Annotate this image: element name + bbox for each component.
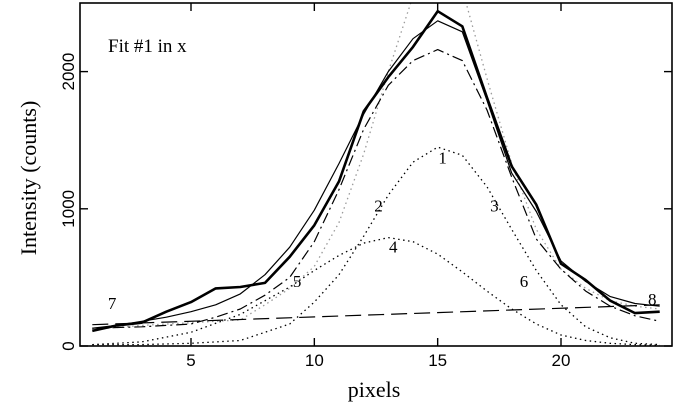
component-label-5: 5: [293, 272, 302, 291]
component-label-8: 8: [648, 290, 657, 309]
chart-title: Fit #1 in x: [108, 36, 187, 57]
series-line-model-dashdot: [92, 48, 660, 329]
x-tick-label: 20: [552, 351, 571, 370]
annotation-layer: 1 2 3 4 5 6 7 8: [108, 149, 657, 313]
x-axis-label: pixels: [348, 377, 401, 402]
y-tick-label: 2000: [59, 53, 78, 91]
x-tick-label: 5: [186, 351, 195, 370]
series-line-model-total: [92, 20, 660, 329]
y-axis-label: Intensity (counts): [16, 101, 41, 256]
component-label-1: 1: [438, 149, 447, 168]
component-label-2: 2: [374, 197, 383, 216]
y-tick-label: 1000: [59, 190, 78, 228]
component-label-7: 7: [108, 294, 117, 313]
series-line-component-2-4: [92, 236, 660, 346]
series-layer: [92, 3, 660, 346]
series-line-component-baseline: [92, 304, 660, 326]
plot-frame: [79, 2, 673, 347]
series-line-data: [92, 9, 660, 333]
y-tick-label: 0: [59, 341, 78, 350]
x-tick-label: 15: [428, 351, 447, 370]
component-label-6: 6: [520, 272, 529, 291]
component-label-4: 4: [389, 238, 398, 257]
x-tick-label: 10: [305, 351, 324, 370]
component-label-3: 3: [490, 197, 499, 216]
